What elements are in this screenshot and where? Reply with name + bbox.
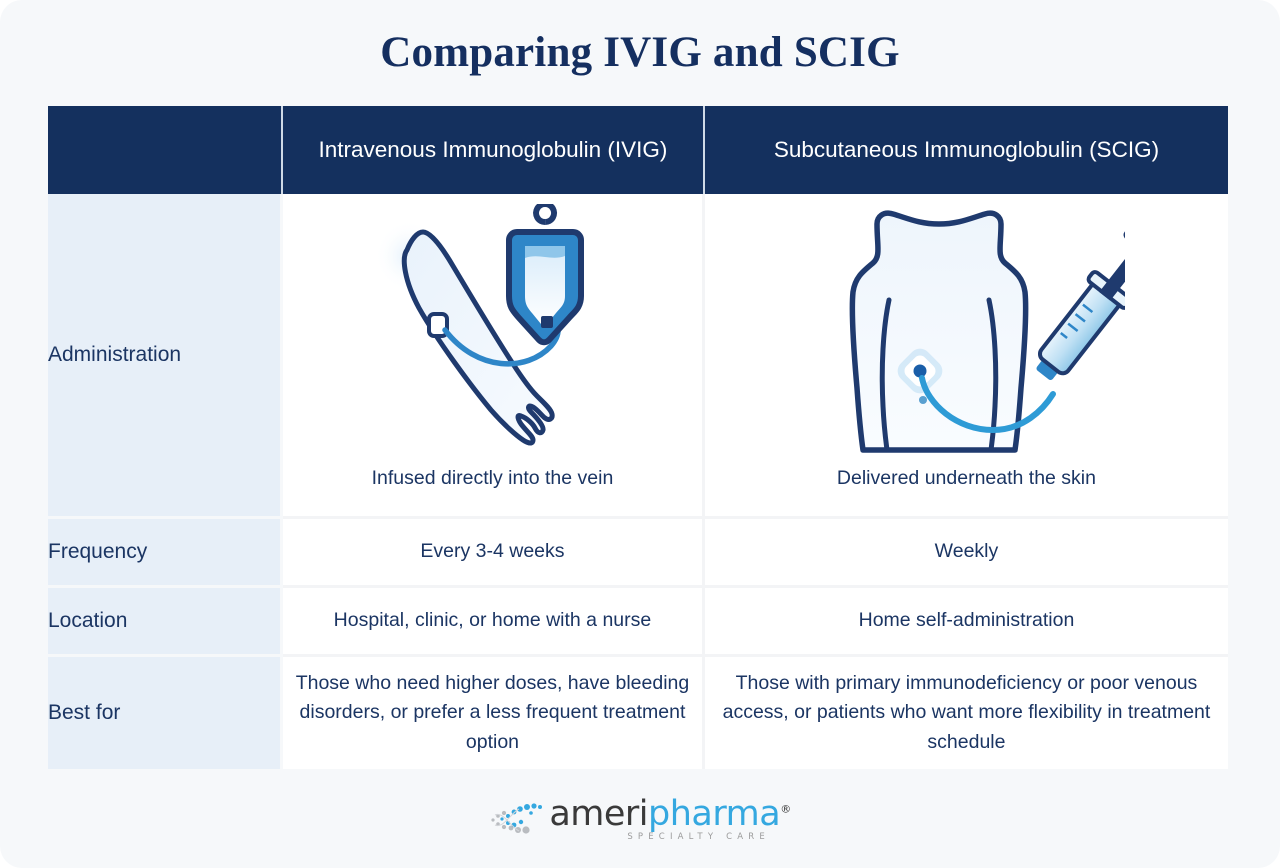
caption-administration-ivig: Infused directly into the vein: [371, 467, 614, 489]
cell-best-for-scig: Those with primary immunodeficiency or p…: [704, 657, 1228, 769]
torso-with-syringe-illustration: [807, 202, 1126, 464]
table-row-location: Location Hospital, clinic, or home with …: [48, 588, 1228, 657]
cell-frequency-ivig: Every 3-4 weeks: [283, 519, 705, 588]
row-label-administration: Administration: [48, 194, 283, 519]
cell-location-scig: Home self-administration: [704, 588, 1228, 657]
cell-administration-scig: Delivered underneath the skin: [704, 194, 1228, 519]
logo-word-primary: ameri: [549, 794, 649, 834]
logo-tagline: SPECIALTY CARE: [627, 832, 770, 843]
cell-best-for-ivig: Those who need higher doses, have bleedi…: [283, 657, 705, 769]
row-label-best-for: Best for: [48, 657, 283, 769]
table-row-administration: Administration: [48, 194, 1228, 519]
table-row-best-for: Best for Those who need higher doses, ha…: [48, 657, 1228, 769]
logo-word-secondary: pharma: [648, 794, 781, 834]
page-title: Comparing IVIG and SCIG: [380, 29, 900, 76]
header-scig: Subcutaneous Immunoglobulin (SCIG): [704, 106, 1228, 194]
cell-frequency-scig: Weekly: [704, 519, 1228, 588]
header-ivig: Intravenous Immunoglobulin (IVIG): [283, 106, 705, 194]
table-header-row: Intravenous Immunoglobulin (IVIG) Subcut…: [48, 106, 1228, 194]
brand-logo: ameripharma® SPECIALTY CARE: [0, 797, 1280, 843]
caption-administration-scig: Delivered underneath the skin: [836, 467, 1096, 489]
table-row-frequency: Frequency Every 3-4 weeks Weekly: [48, 519, 1228, 588]
header-blank-cell: [48, 106, 283, 194]
dna-helix-dots-icon: [489, 801, 547, 842]
row-label-location: Location: [48, 588, 283, 657]
row-label-frequency: Frequency: [48, 519, 283, 588]
cell-location-ivig: Hospital, clinic, or home with a nurse: [283, 588, 705, 657]
arm-with-iv-bag-illustration: [367, 202, 617, 464]
comparison-table: Intravenous Immunoglobulin (IVIG) Subcut…: [48, 106, 1228, 769]
logo-registered-mark: ®: [780, 802, 791, 816]
cell-administration-ivig: Infused directly into the vein: [283, 194, 705, 519]
